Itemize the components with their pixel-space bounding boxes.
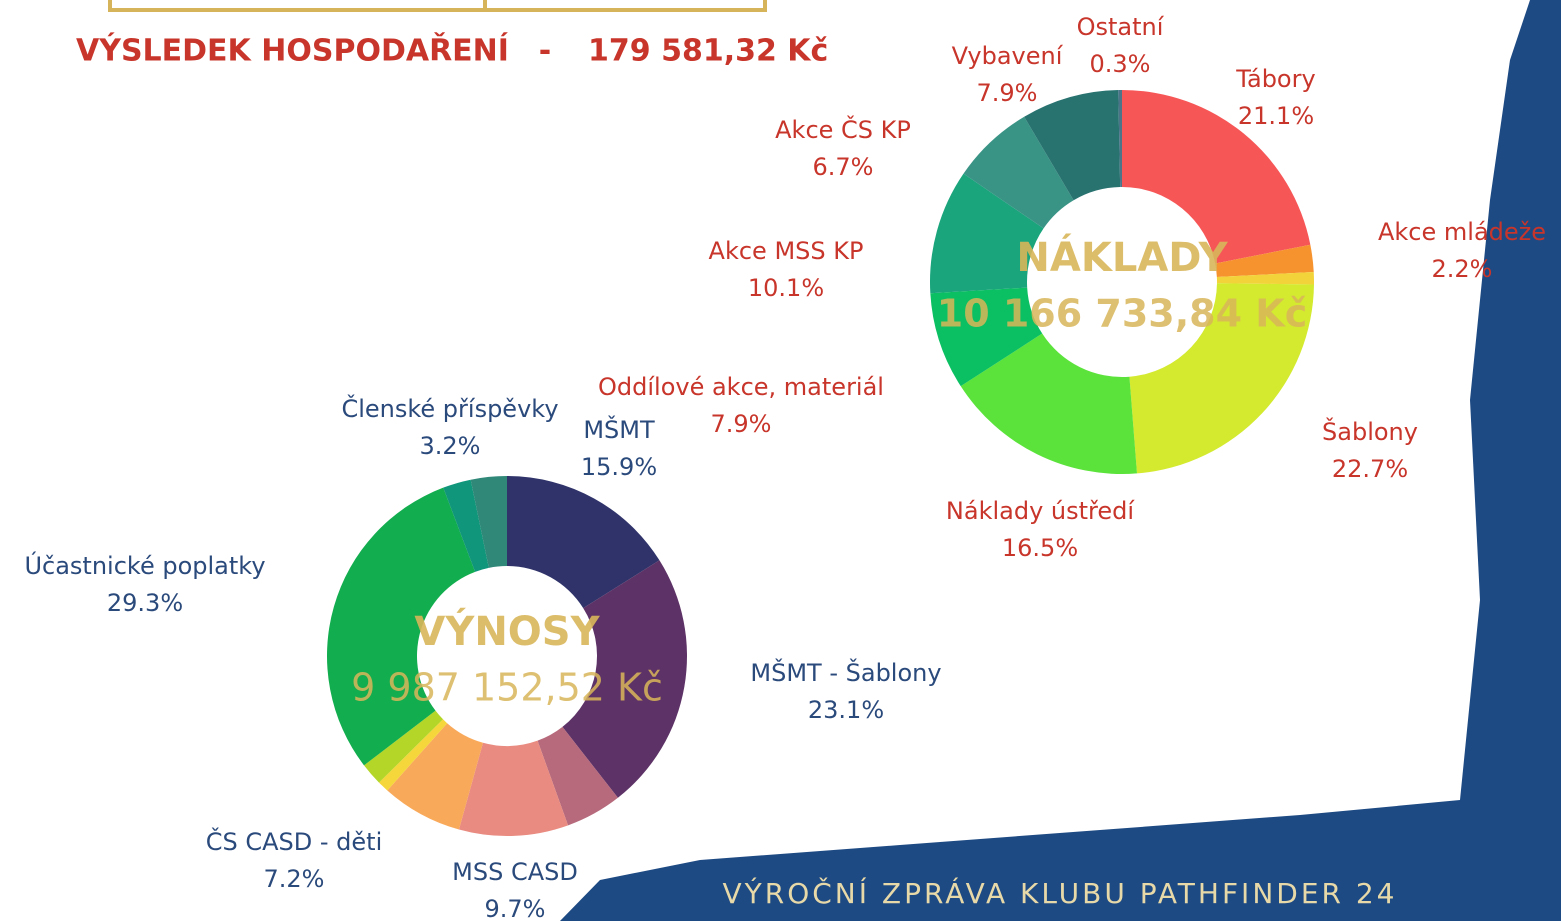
top-box	[110, 0, 765, 10]
result-label: VÝSLEDEK HOSPODAŘENÍ	[76, 32, 509, 69]
slice-value-label: 7.9%	[711, 410, 772, 438]
slice-label: Členské příspěvky	[341, 393, 558, 423]
slice-value-label: 0.3%	[1090, 50, 1151, 78]
slice-label: MŠMT	[583, 414, 655, 444]
result-value: 179 581,32 Kč	[588, 34, 828, 69]
slice-value-label: 6.7%	[813, 153, 874, 181]
donut-total: 10 166 733,84 Kč	[937, 292, 1308, 336]
slice-label: Vybavení	[952, 42, 1064, 70]
donut-title: VÝNOSY	[414, 606, 600, 655]
result-separator: -	[539, 34, 551, 69]
slice-value-label: 21.1%	[1238, 102, 1314, 130]
slice-label: MSS CASD	[452, 858, 578, 886]
slice-value-label: 16.5%	[1002, 534, 1078, 562]
slice-value-label: 7.2%	[264, 865, 325, 893]
slice-value-label: 10.1%	[748, 274, 824, 302]
slice-value-label: 3.2%	[420, 432, 481, 460]
slice-label: Účastnické poplatky	[24, 550, 265, 580]
slice-label: Akce mládeže	[1378, 218, 1546, 246]
donut-title: NÁKLADY	[1016, 233, 1228, 281]
slice-label: Akce ČS KP	[775, 114, 911, 144]
slice-value-label: 15.9%	[581, 453, 657, 481]
slice-label: Akce MSS KP	[709, 237, 864, 265]
slice-value-label: 9.7%	[485, 895, 546, 921]
donut-total: 9 987 152,52 Kč	[351, 666, 663, 710]
slice-label: Šablony	[1322, 416, 1418, 446]
slice-value-label: 2.2%	[1432, 255, 1493, 283]
slice-label: Ostatní	[1077, 13, 1165, 41]
slice-value-label: 7.9%	[977, 79, 1038, 107]
page: VÝSLEDEK HOSPODAŘENÍ - 179 581,32 Kč VÝR…	[0, 0, 1561, 921]
slice-label: Tábory	[1235, 65, 1315, 93]
slice-value-label: 29.3%	[107, 589, 183, 617]
slice-label: Oddílové akce, materiál	[598, 373, 884, 401]
footer: VÝROČNÍ ZPRÁVA KLUBU PATHFINDER 24	[722, 876, 1397, 910]
slice-value-label: 22.7%	[1332, 455, 1408, 483]
slice-label: ČS CASD - děti	[206, 826, 383, 856]
slice-label: MŠMT - Šablony	[750, 657, 941, 687]
slice-label: Náklady ústředí	[946, 497, 1135, 525]
slice-value-label: 23.1%	[808, 696, 884, 724]
